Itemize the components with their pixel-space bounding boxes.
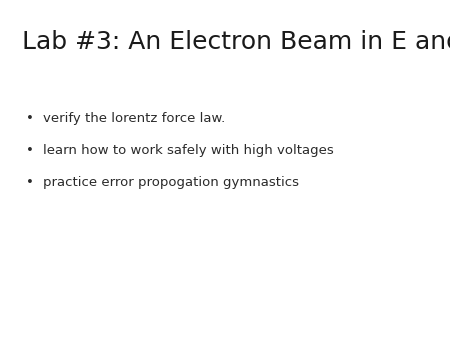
Text: verify the lorentz force law.: verify the lorentz force law.: [43, 112, 225, 124]
Text: practice error propogation gymnastics: practice error propogation gymnastics: [43, 176, 299, 189]
Text: •: •: [26, 144, 34, 156]
Text: learn how to work safely with high voltages: learn how to work safely with high volta…: [43, 144, 333, 156]
Text: Lab #3: An Electron Beam in E and B fields: Lab #3: An Electron Beam in E and B fiel…: [22, 30, 450, 54]
Text: •: •: [26, 176, 34, 189]
Text: •: •: [26, 112, 34, 124]
